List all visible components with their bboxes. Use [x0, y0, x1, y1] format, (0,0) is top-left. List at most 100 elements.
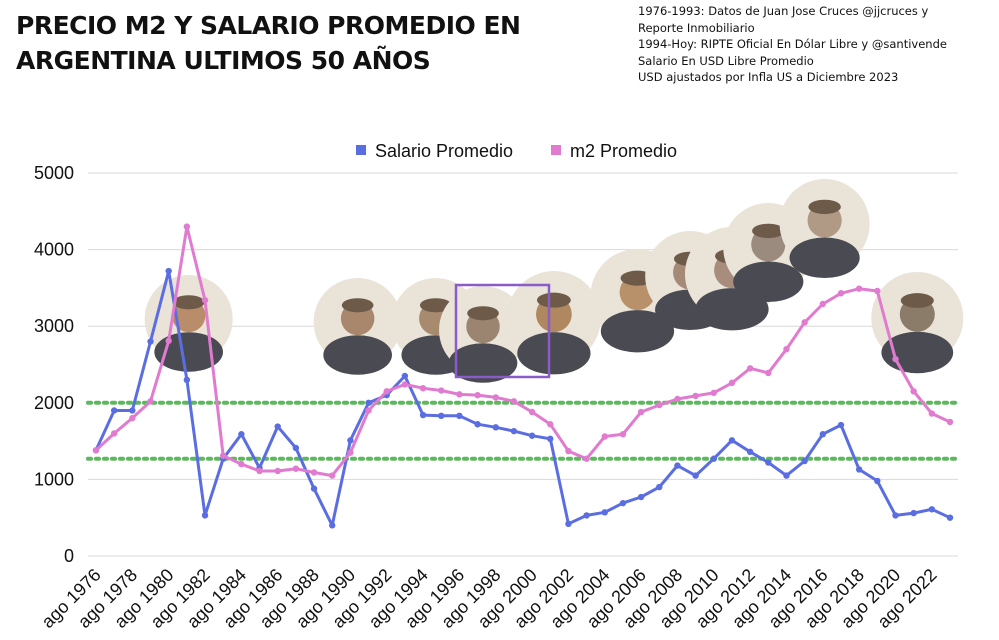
data-point [855, 466, 863, 473]
data-point [492, 424, 499, 431]
data-point [855, 285, 863, 292]
data-point [419, 385, 427, 392]
data-point [256, 467, 263, 475]
portrait-body [789, 237, 860, 278]
data-point [528, 432, 536, 439]
data-point [147, 338, 154, 345]
portrait-hair [752, 223, 785, 239]
source-note-line: Reporte Inmobiliario [638, 20, 755, 35]
portrait-body [600, 310, 675, 353]
data-point [619, 499, 627, 507]
data-point [874, 477, 881, 485]
portrait-hair [536, 292, 571, 308]
legend-label: m2 Promedio [570, 141, 677, 161]
portrait-body [517, 332, 591, 375]
data-point [801, 457, 808, 465]
data-point [946, 514, 954, 521]
data-point [110, 407, 118, 414]
data-point [165, 267, 172, 275]
y-tick-label: 2000 [34, 393, 74, 413]
data-point [165, 337, 172, 344]
data-point [329, 522, 336, 529]
portrait-body [323, 335, 392, 375]
data-point [383, 388, 390, 395]
chart-title-line2: ARGENTINA ULTIMOS 50 AÑOS [16, 46, 431, 75]
data-point [92, 447, 100, 454]
data-point [837, 421, 845, 429]
data-point [292, 465, 300, 472]
data-point [765, 459, 772, 466]
data-point [129, 414, 136, 422]
data-point [819, 431, 827, 438]
data-point [928, 410, 936, 417]
highlight-box [454, 283, 551, 379]
data-point [401, 381, 409, 388]
source-note-line: Salario En USD Libre Promedio [638, 53, 814, 68]
data-point [637, 408, 645, 416]
data-point [728, 379, 736, 387]
data-point [601, 509, 608, 516]
chart-title-line1: PRECIO M2 Y SALARIO PROMEDIO EN [16, 11, 521, 40]
data-point [710, 389, 717, 397]
data-point [565, 520, 572, 528]
portrait-hair [419, 298, 452, 313]
javier-milei-portrait [871, 272, 964, 374]
data-point [510, 398, 518, 405]
data-point [892, 512, 899, 519]
data-point [892, 355, 899, 363]
y-tick-label: 1000 [34, 469, 74, 489]
y-tick-label: 4000 [34, 240, 74, 260]
legend-label: Salario Promedio [375, 141, 513, 161]
data-point [874, 287, 881, 295]
legend-swatch [551, 145, 561, 155]
data-point [147, 398, 154, 405]
data-point [474, 421, 481, 428]
data-point [783, 345, 790, 353]
data-point [456, 391, 463, 398]
data-point [637, 493, 645, 501]
data-point [674, 462, 681, 469]
data-point [310, 469, 318, 476]
data-point [619, 431, 627, 438]
data-point [656, 401, 663, 409]
data-point [438, 387, 445, 394]
y-tick-label: 3000 [34, 316, 74, 336]
data-point [219, 452, 227, 459]
legend-swatch [356, 145, 366, 155]
data-point [910, 388, 917, 395]
data-point [674, 395, 681, 403]
source-note-line: 1976-1993: Datos de Juan Jose Cruces @jj… [638, 4, 929, 18]
portrait-hair [172, 295, 205, 310]
data-point [201, 296, 209, 304]
data-point [474, 391, 481, 399]
data-point [746, 448, 754, 456]
eduardo-duhalde-portrait [506, 271, 601, 375]
raul-alfonsin-portrait [144, 275, 233, 372]
data-point [419, 411, 427, 419]
data-point [710, 455, 717, 462]
source-note-line: USD ajustados por Infla US a Diciembre 2… [638, 70, 899, 84]
data-point [365, 407, 372, 414]
data-point [946, 418, 954, 426]
portrait-hair [900, 293, 934, 308]
source-note: 1976-1993: Datos de Juan Jose Cruces @jj… [638, 3, 968, 86]
alberto-fernandez-portrait [779, 179, 870, 278]
data-point [910, 509, 917, 517]
data-point [310, 485, 318, 492]
data-point [656, 483, 663, 491]
data-point [274, 467, 281, 475]
data-point [183, 376, 191, 384]
data-point [765, 369, 772, 377]
data-point [201, 512, 209, 519]
portrait-hair [341, 298, 374, 313]
data-point [292, 444, 300, 452]
data-point [583, 512, 590, 519]
source-note-line: 1994-Hoy: RIPTE Oficial En Dólar Libre y… [638, 37, 947, 51]
portrait-body [881, 331, 954, 374]
data-point [692, 392, 699, 400]
data-point [819, 300, 827, 308]
data-point [365, 399, 372, 406]
data-point [110, 430, 118, 437]
portrait-hair [808, 199, 841, 215]
